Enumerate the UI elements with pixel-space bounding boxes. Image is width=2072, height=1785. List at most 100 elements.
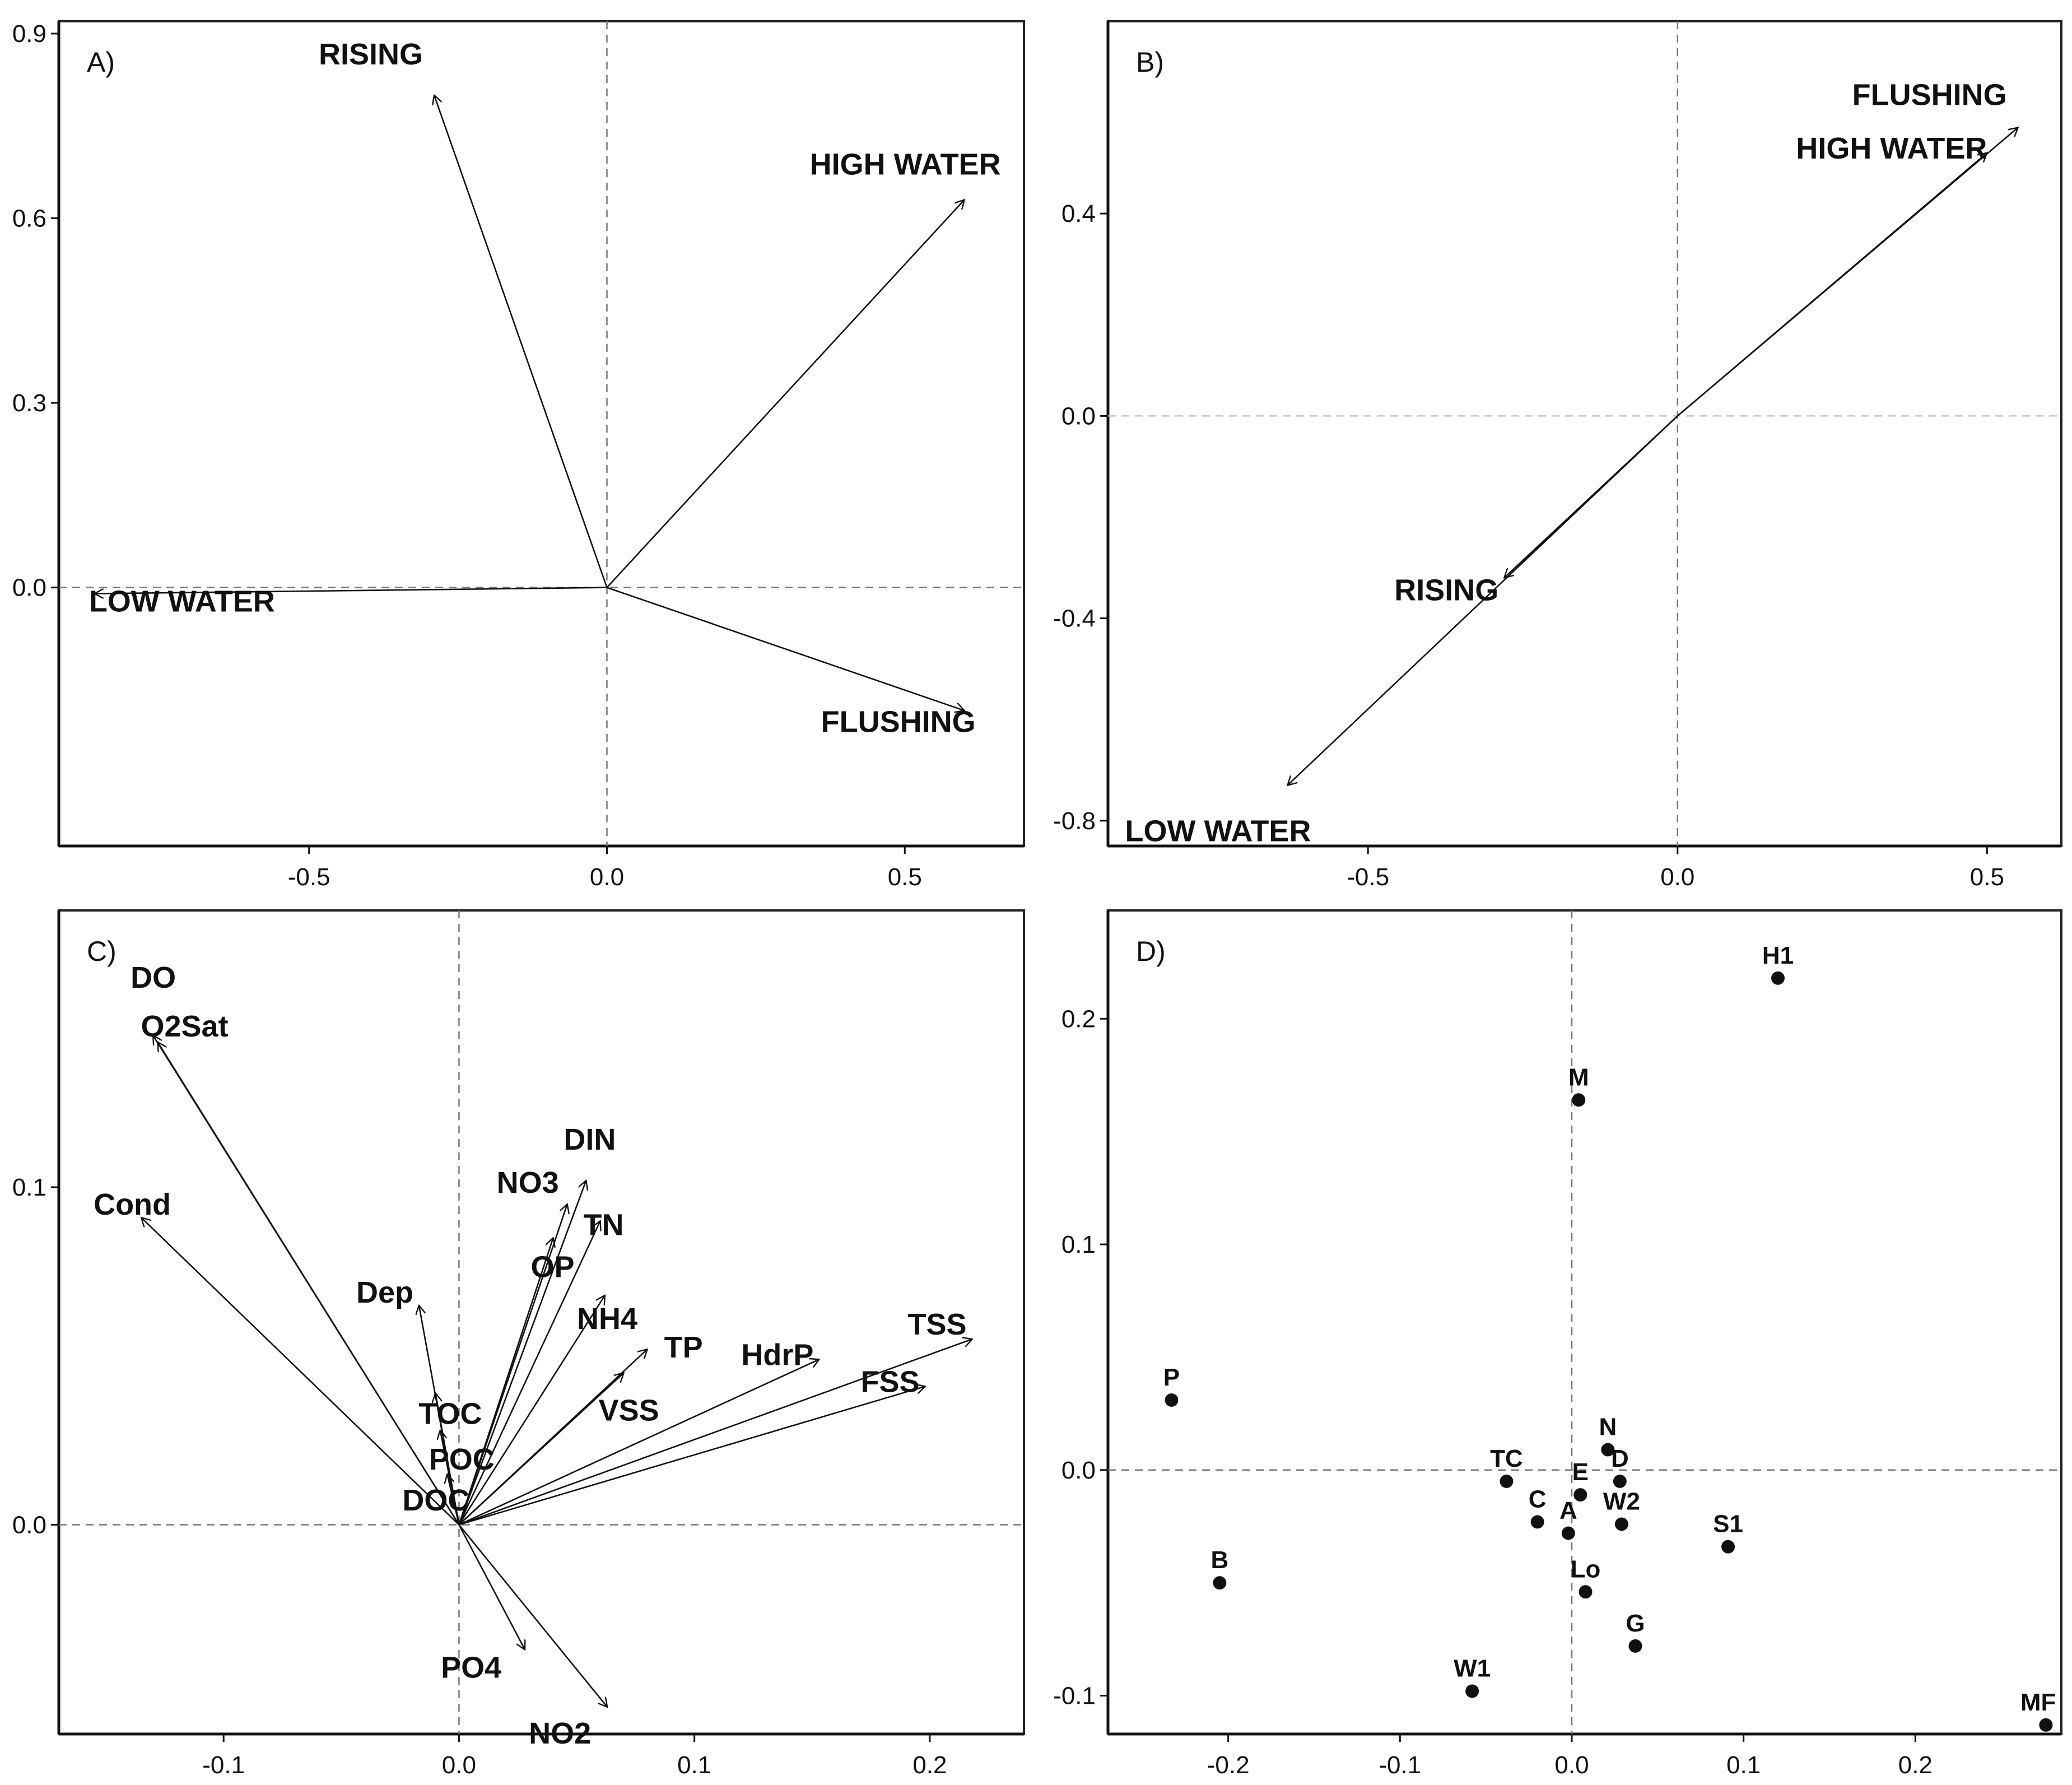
point-label-e: E (1572, 1458, 1589, 1486)
vector-low-water (95, 587, 607, 594)
vector-label-low-water: LOW WATER (1125, 815, 1311, 848)
point-a (1561, 1526, 1575, 1540)
x-tick-label: 0.0 (442, 1751, 476, 1779)
y-tick-label: 0.2 (1061, 1005, 1096, 1033)
y-tick-label: -0.4 (1053, 605, 1096, 633)
y-tick-label: 0.4 (1061, 200, 1096, 227)
plot-frame (1107, 909, 2062, 1735)
vector-no2 (458, 1524, 607, 1707)
vector-din (458, 1180, 586, 1525)
point-b (1213, 1576, 1227, 1590)
point-lo (1579, 1585, 1593, 1599)
vector-rising (434, 95, 608, 588)
point-label-c: C (1529, 1485, 1547, 1513)
vector-label-din: DIN (564, 1123, 616, 1156)
vector-flushing (607, 587, 964, 711)
panel-label: B) (1136, 47, 1164, 78)
vector-label-doc: DOC (402, 1484, 469, 1517)
vector-po4 (458, 1524, 525, 1649)
vector-label-do: DO (131, 961, 176, 994)
x-tick-label: -0.5 (288, 863, 330, 891)
x-tick-label: 0.5 (888, 863, 922, 891)
point-e (1573, 1488, 1587, 1502)
vector-label-high-water: HIGH WATER (1796, 132, 1987, 165)
point-label-w1: W1 (1454, 1654, 1491, 1682)
vector-label-no3: NO3 (497, 1166, 559, 1200)
vector-fss (459, 1386, 925, 1526)
vector-label-fss: FSS (860, 1365, 919, 1398)
vector-label-op: OP (531, 1250, 575, 1284)
panel-b: -0.5 0.0 0.5 -0.8 -0.4 0.0 0.4 B) FLUSHING HIGH W… (1053, 20, 2062, 891)
point-label-n: N (1599, 1414, 1617, 1441)
vector-label-toc: TOC (418, 1397, 482, 1431)
vector-op (458, 1238, 553, 1525)
vector-high-water (606, 200, 964, 588)
point-w2 (1614, 1517, 1628, 1531)
point-g (1628, 1639, 1642, 1653)
x-tick-label: -0.1 (202, 1751, 245, 1779)
point-c (1530, 1515, 1544, 1529)
x-tick-label: 0.2 (1898, 1751, 1933, 1779)
y-tick-label: 0.3 (12, 389, 46, 417)
y-tick-label: 0.0 (1061, 402, 1096, 430)
point-m (1572, 1093, 1586, 1107)
vector-label-o2sat: O2Sat (141, 1010, 229, 1043)
panel-d: -0.2 -0.1 0.0 0.1 0.2 -0.1 0.0 0.1 0.2 D) H1 M P N TC D… (1053, 909, 2062, 1779)
point-label-d: D (1611, 1445, 1629, 1472)
point-label-m: M (1568, 1063, 1589, 1091)
point-tc (1500, 1474, 1514, 1488)
vector-label-tp: TP (664, 1331, 703, 1364)
vector-vss (458, 1373, 623, 1526)
vector-label-no2: NO2 (529, 1717, 591, 1750)
vector-label-nh4: NH4 (577, 1302, 637, 1336)
vector-label-po4: PO4 (441, 1651, 501, 1684)
point-w1 (1465, 1684, 1479, 1698)
x-tick-label: 0.0 (1660, 863, 1694, 891)
vector-high-water (1677, 153, 1987, 417)
vector-hdrp (458, 1359, 819, 1526)
point-label-b: B (1210, 1546, 1228, 1574)
panel-label: C) (87, 936, 117, 967)
vector-tn (458, 1221, 600, 1526)
point-h1 (1771, 971, 1785, 985)
vector-label-low-water: LOW WATER (89, 585, 275, 619)
x-tick-label: 0.1 (677, 1751, 711, 1779)
point-s1 (1721, 1540, 1735, 1554)
vector-label-vss: VSS (599, 1393, 659, 1427)
point-mf (2039, 1718, 2053, 1732)
vector-label-cond: Cond (94, 1188, 171, 1221)
y-tick-label: -0.1 (1053, 1682, 1096, 1710)
vector-label-hdrp: HdrP (741, 1338, 813, 1372)
panel-a: -0.5 0.0 0.5 0.0 0.3 0.6 0.9 A) RISING HIGH WATER… (12, 20, 1025, 891)
point-label-tc: TC (1490, 1445, 1523, 1472)
point-label-w2: W2 (1603, 1488, 1640, 1515)
y-tick-label: 0.0 (1061, 1457, 1096, 1484)
vector-cond (141, 1217, 460, 1526)
x-tick-label: 0.2 (912, 1751, 947, 1779)
vector-label-high-water: HIGH WATER (810, 148, 1001, 182)
point-label-h1: H1 (1762, 942, 1794, 969)
y-tick-label: 0.1 (1061, 1231, 1096, 1258)
vector-tss (458, 1339, 972, 1526)
vector-o2sat (158, 1042, 460, 1526)
point-label-p: P (1163, 1364, 1180, 1391)
panel-label: A) (87, 47, 115, 78)
vector-doc (447, 1474, 460, 1525)
point-d (1613, 1474, 1627, 1488)
vector-nh4 (458, 1295, 605, 1526)
y-tick-label: -0.8 (1053, 807, 1096, 835)
point-n (1601, 1443, 1615, 1457)
x-tick-label: 0.1 (1726, 1751, 1761, 1779)
x-tick-label: -0.1 (1379, 1751, 1421, 1779)
vector-label-flushing: FLUSHING (821, 705, 976, 738)
y-tick-label: 0.0 (12, 574, 46, 602)
x-tick-label: -0.2 (1207, 1751, 1250, 1779)
point-label-g: G (1626, 1610, 1645, 1637)
panel-label: D) (1136, 936, 1166, 967)
vector-label-dep: Dep (356, 1276, 413, 1309)
y-tick-label: 0.0 (12, 1511, 46, 1538)
x-tick-label: -0.5 (1347, 863, 1389, 891)
vector-label-tss: TSS (908, 1308, 967, 1341)
x-tick-label: 0.0 (1554, 1751, 1589, 1779)
